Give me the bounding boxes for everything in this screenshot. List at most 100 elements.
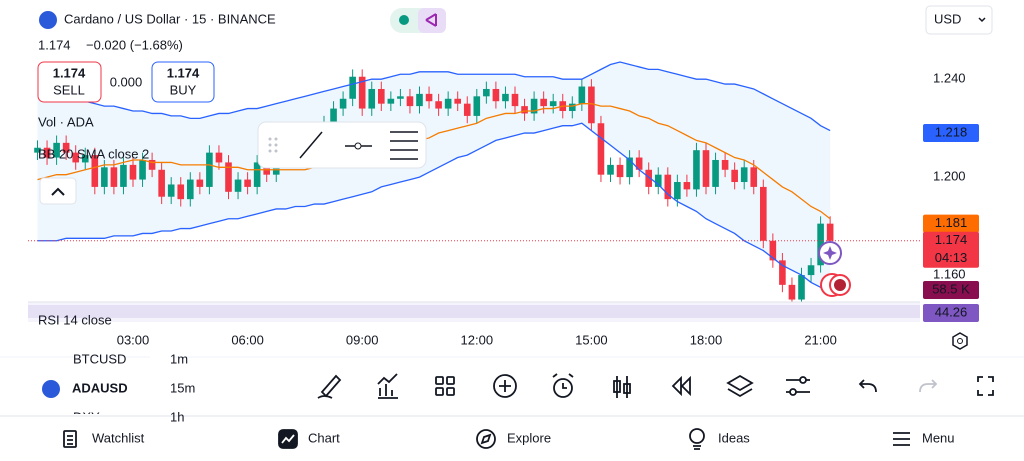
price-box bbox=[923, 214, 979, 233]
nav-item[interactable]: Watchlist bbox=[92, 430, 145, 445]
candle-body bbox=[521, 106, 528, 114]
rsi-box bbox=[923, 304, 979, 322]
add-icon[interactable] bbox=[493, 374, 517, 398]
y-tick-label: 1.160 bbox=[933, 267, 966, 282]
bulb-base bbox=[693, 445, 701, 450]
candle-body bbox=[664, 174, 672, 200]
candle-body bbox=[53, 142, 60, 158]
candle-body bbox=[101, 167, 108, 187]
candle-body bbox=[626, 157, 633, 178]
watchlist-icon bbox=[63, 430, 77, 448]
candle-body bbox=[769, 240, 777, 261]
x-tick-label: 21:00 bbox=[804, 332, 837, 347]
symbol: DXY bbox=[73, 409, 100, 424]
nav: Watchlist Chart Explore Ideas Menu bbox=[92, 430, 955, 445]
price-change: −0.020 (−1.68%) bbox=[86, 37, 183, 52]
candle-body bbox=[368, 88, 376, 109]
volume-box bbox=[923, 281, 979, 299]
redo-icon[interactable] bbox=[919, 379, 938, 393]
buy-price: 1.174 bbox=[167, 65, 200, 80]
band-fill bbox=[37, 62, 831, 295]
symbol-picker[interactable]: BTCUSD ADAUSD DXY bbox=[72, 346, 170, 424]
price-label: 1.218 bbox=[935, 124, 968, 139]
candle-body bbox=[378, 88, 385, 104]
layout-icon bbox=[435, 387, 444, 396]
x-tick-label: 03:00 bbox=[117, 332, 150, 347]
band-line bbox=[37, 122, 831, 296]
candle-body bbox=[473, 96, 481, 116]
candle-body bbox=[779, 260, 786, 285]
fib-tool[interactable] bbox=[390, 131, 418, 160]
flag bbox=[834, 279, 846, 291]
candle-body bbox=[817, 223, 824, 266]
drawing-toolbar bbox=[257, 121, 427, 169]
nav-item[interactable]: Ideas bbox=[718, 430, 750, 445]
candle-body bbox=[62, 142, 70, 153]
candle-icon[interactable] bbox=[616, 376, 628, 398]
candle-body bbox=[530, 98, 538, 114]
slider-knob bbox=[799, 376, 807, 384]
candle-body bbox=[635, 157, 643, 170]
interval: 1m bbox=[170, 351, 188, 366]
coin-icon bbox=[39, 11, 57, 29]
buy-label: BUY bbox=[170, 82, 197, 97]
rsi-value: 44.26 bbox=[935, 304, 968, 319]
currency-select[interactable] bbox=[925, 5, 993, 35]
candle-body bbox=[616, 164, 624, 178]
candle-body bbox=[72, 152, 79, 163]
candle-body bbox=[492, 88, 500, 102]
last-price: 1.174 bbox=[38, 37, 71, 52]
volume-value: 58.5 K bbox=[932, 281, 970, 296]
settings-icon[interactable] bbox=[952, 332, 968, 350]
candle-body bbox=[674, 182, 681, 200]
candle-body bbox=[569, 103, 576, 112]
alert-icon[interactable] bbox=[553, 378, 573, 398]
candle-body bbox=[731, 169, 738, 183]
price-box bbox=[923, 124, 979, 143]
nav-item[interactable]: Explore bbox=[507, 430, 551, 445]
candle-body bbox=[148, 159, 156, 170]
collapse-button[interactable] bbox=[39, 177, 77, 205]
candle-body bbox=[750, 167, 758, 187]
layout-icon[interactable] bbox=[435, 376, 444, 385]
undo-icon[interactable] bbox=[858, 379, 877, 393]
fullscreen-icon[interactable] bbox=[977, 376, 994, 396]
nav-item[interactable]: Menu bbox=[922, 430, 955, 445]
plot bbox=[28, 61, 920, 302]
candle-body bbox=[654, 174, 662, 187]
candle-icon-body bbox=[623, 383, 631, 394]
replay-icon[interactable] bbox=[671, 375, 691, 397]
buy-button[interactable] bbox=[151, 61, 215, 103]
candle-body bbox=[425, 93, 433, 102]
candle-body bbox=[339, 98, 347, 109]
x-tick-label: 12:00 bbox=[461, 332, 494, 347]
interval: 1h bbox=[170, 409, 184, 424]
drag-handle bbox=[268, 137, 278, 153]
add-plus bbox=[499, 380, 511, 392]
candle-body bbox=[740, 167, 748, 183]
trend-line-tool[interactable] bbox=[299, 131, 323, 159]
layers-icon[interactable] bbox=[726, 374, 754, 398]
draw-icon[interactable] bbox=[317, 374, 342, 399]
candle-body bbox=[588, 86, 595, 124]
candle-body bbox=[358, 76, 366, 109]
ray-handle bbox=[354, 142, 362, 150]
candle-body bbox=[511, 93, 519, 107]
ideas-icon bbox=[689, 428, 705, 444]
candle-body bbox=[387, 98, 395, 104]
price-label: 1.174 bbox=[935, 232, 968, 247]
layout-icon bbox=[446, 376, 455, 385]
candle-body bbox=[597, 123, 605, 175]
volume-legend: Vol · ADA bbox=[38, 114, 94, 129]
candle-body bbox=[760, 186, 767, 241]
indicators-icon[interactable] bbox=[377, 373, 398, 399]
candle-body bbox=[826, 223, 834, 241]
nav-item[interactable]: Chart bbox=[308, 430, 340, 445]
y-tick-label: 1.240 bbox=[933, 71, 966, 86]
chevron bbox=[978, 17, 986, 23]
sell-button[interactable] bbox=[37, 61, 102, 103]
candle-body bbox=[263, 162, 270, 175]
sell-price: 1.174 bbox=[53, 65, 86, 80]
symbol: ADAUSD bbox=[72, 380, 128, 395]
